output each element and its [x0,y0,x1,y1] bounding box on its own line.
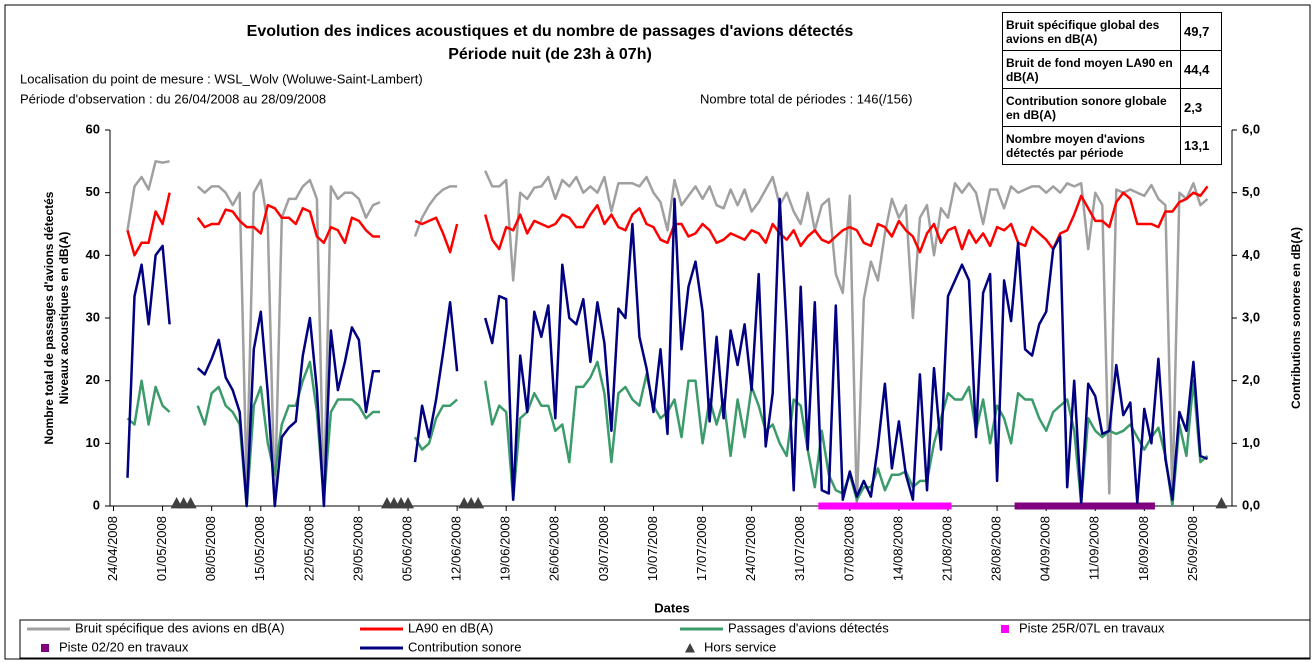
legend-box [19,619,1311,659]
x-tick-label: 22/05/2008 [301,516,316,581]
y-tick-label: 50 [86,184,100,199]
x-tick-label: 05/06/2008 [399,516,414,581]
y2-tick-label: 3,0 [1242,309,1260,324]
legend-swatch [41,644,49,652]
y-tick-label: 40 [86,247,100,262]
x-tick-label: 29/05/2008 [350,516,365,581]
x-axis-label: Dates [654,600,689,615]
y2-tick-label: 0,0 [1242,497,1260,512]
subtitle: Période d'observation : du 26/04/2008 au… [20,91,326,106]
chart-title: Période nuit (de 23h à 07h) [448,46,652,63]
y-axis-label: Niveaux acoustiques en dB(A) [57,232,71,405]
summary-label: Bruit de fond moyen LA90 en dB(A) [1002,50,1181,89]
chart-title: Evolution des indices acoustiques et du … [247,23,854,40]
x-tick-label: 12/06/2008 [449,516,464,581]
legend-swatch [685,643,695,653]
x-tick-label: 11/09/2008 [1087,516,1102,580]
x-tick-label: 04/09/2008 [1038,516,1053,581]
out-of-service-marker [184,497,197,509]
summary-row: Nombre moyen d'avions détectés par pério… [1002,126,1222,165]
summary-value: 49,7 [1180,12,1222,51]
x-tick-label: 24/04/2008 [105,516,120,581]
x-tick-label: 01/05/2008 [154,516,169,581]
legend-label: Passages d'avions détectés [728,620,889,635]
x-tick-label: 31/07/2008 [792,516,807,581]
x-tick-label: 19/06/2008 [498,516,513,581]
x-tick-label: 17/07/2008 [694,516,709,581]
legend-label: Contribution sonore [408,639,521,654]
y2-tick-label: 6,0 [1242,121,1260,136]
out-of-service-marker [1215,497,1228,509]
x-tick-label: 26/06/2008 [547,516,562,581]
legend-label: Bruit spécifique des avions en dB(A) [75,620,285,635]
legend-label: Piste 02/20 en travaux [59,639,189,654]
legend-label: Hors service [704,639,776,654]
summary-label: Contribution sonore globale en dB(A) [1002,88,1181,127]
y2-tick-label: 1,0 [1242,435,1260,450]
summary-label: Nombre moyen d'avions détectés par pério… [1002,126,1181,165]
frame [4,4,1311,660]
x-tick-label: 15/05/2008 [252,516,267,581]
legend-label: LA90 en dB(A) [408,620,493,635]
summary-value: 44,4 [1180,50,1222,89]
subtitle: Localisation du point de mesure : WSL_Wo… [20,71,423,86]
out-of-service-marker [472,497,485,509]
x-tick-label: 07/08/2008 [841,516,856,581]
legend-swatch [1001,625,1009,633]
y-axis-label: Nombre total de passages d'avions détect… [42,191,56,444]
summary-row: Bruit spécifique global des avions en dB… [1002,12,1222,51]
out-of-service-marker [402,497,415,509]
x-tick-label: 21/08/2008 [939,516,954,581]
series-line [126,197,1209,508]
y-tick-label: 10 [86,435,100,450]
y2-tick-label: 5,0 [1242,184,1260,199]
series-line [126,360,1209,508]
summary-row: Bruit de fond moyen LA90 en dB(A) 44,4 [1002,50,1222,89]
y2-axis-label: Contributions sonores en dB(A) [1289,227,1303,409]
series-line [126,185,1209,257]
y2-tick-label: 4,0 [1242,247,1260,262]
summary-value: 13,1 [1180,126,1222,165]
x-tick-label: 25/09/2008 [1185,516,1200,581]
summary-row: Contribution sonore globale en dB(A) 2,3 [1002,88,1222,127]
summary-value: 2,3 [1180,88,1222,127]
series-line [126,160,1209,508]
legend-label: Piste 25R/07L en travaux [1019,620,1165,635]
summary-label: Bruit spécifique global des avions en dB… [1002,12,1181,51]
y2-tick-label: 2,0 [1242,372,1260,387]
y-tick-label: 30 [86,309,100,324]
x-tick-label: 10/07/2008 [645,516,660,581]
x-tick-label: 08/05/2008 [203,516,218,581]
x-tick-label: 24/07/2008 [743,516,758,581]
x-tick-label: 03/07/2008 [596,516,611,581]
x-tick-label: 14/08/2008 [890,516,905,581]
y-tick-label: 0 [93,497,100,512]
y-tick-label: 20 [86,372,100,387]
subtitle: Nombre total de périodes : 146(/156) [700,91,912,106]
y-tick-label: 60 [86,121,100,136]
x-tick-label: 18/09/2008 [1136,516,1151,581]
x-tick-label: 28/08/2008 [989,516,1004,581]
summary-table: Bruit spécifique global des avions en dB… [1002,12,1222,165]
